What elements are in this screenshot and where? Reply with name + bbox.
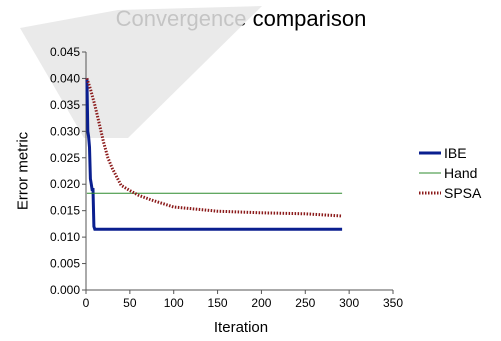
y-tick-label: 0.030 bbox=[50, 124, 80, 138]
x-tick-label: 50 bbox=[123, 296, 137, 310]
x-tick-label: 300 bbox=[339, 296, 359, 310]
y-tick-label: 0.000 bbox=[50, 283, 80, 297]
x-tick-label: 350 bbox=[383, 296, 403, 310]
y-tick-label: 0.040 bbox=[50, 71, 80, 85]
x-tick-label: 0 bbox=[83, 296, 90, 310]
legend-label-spsa: SPSA bbox=[444, 185, 482, 201]
x-tick-label: 100 bbox=[164, 296, 184, 310]
x-tick-label: 250 bbox=[295, 296, 315, 310]
legend-label-ibe: IBE bbox=[444, 145, 467, 161]
x-axis-label: Iteration bbox=[213, 319, 269, 336]
y-tick-label: 0.015 bbox=[50, 204, 80, 218]
legend-label-hand: Hand bbox=[444, 165, 477, 181]
y-tick-label: 0.005 bbox=[50, 257, 80, 271]
series-line-ibe bbox=[85, 78, 343, 231]
y-tick-label: 0.045 bbox=[50, 45, 80, 59]
x-tick-label: 200 bbox=[251, 296, 271, 310]
y-tick-label: 0.020 bbox=[50, 177, 80, 191]
y-tick-label: 0.035 bbox=[50, 98, 80, 112]
x-tick-label: 150 bbox=[208, 296, 228, 310]
series-line-spsa bbox=[85, 77, 343, 218]
y-tick-label: 0.010 bbox=[50, 230, 80, 244]
y-tick-label: 0.025 bbox=[50, 151, 80, 165]
